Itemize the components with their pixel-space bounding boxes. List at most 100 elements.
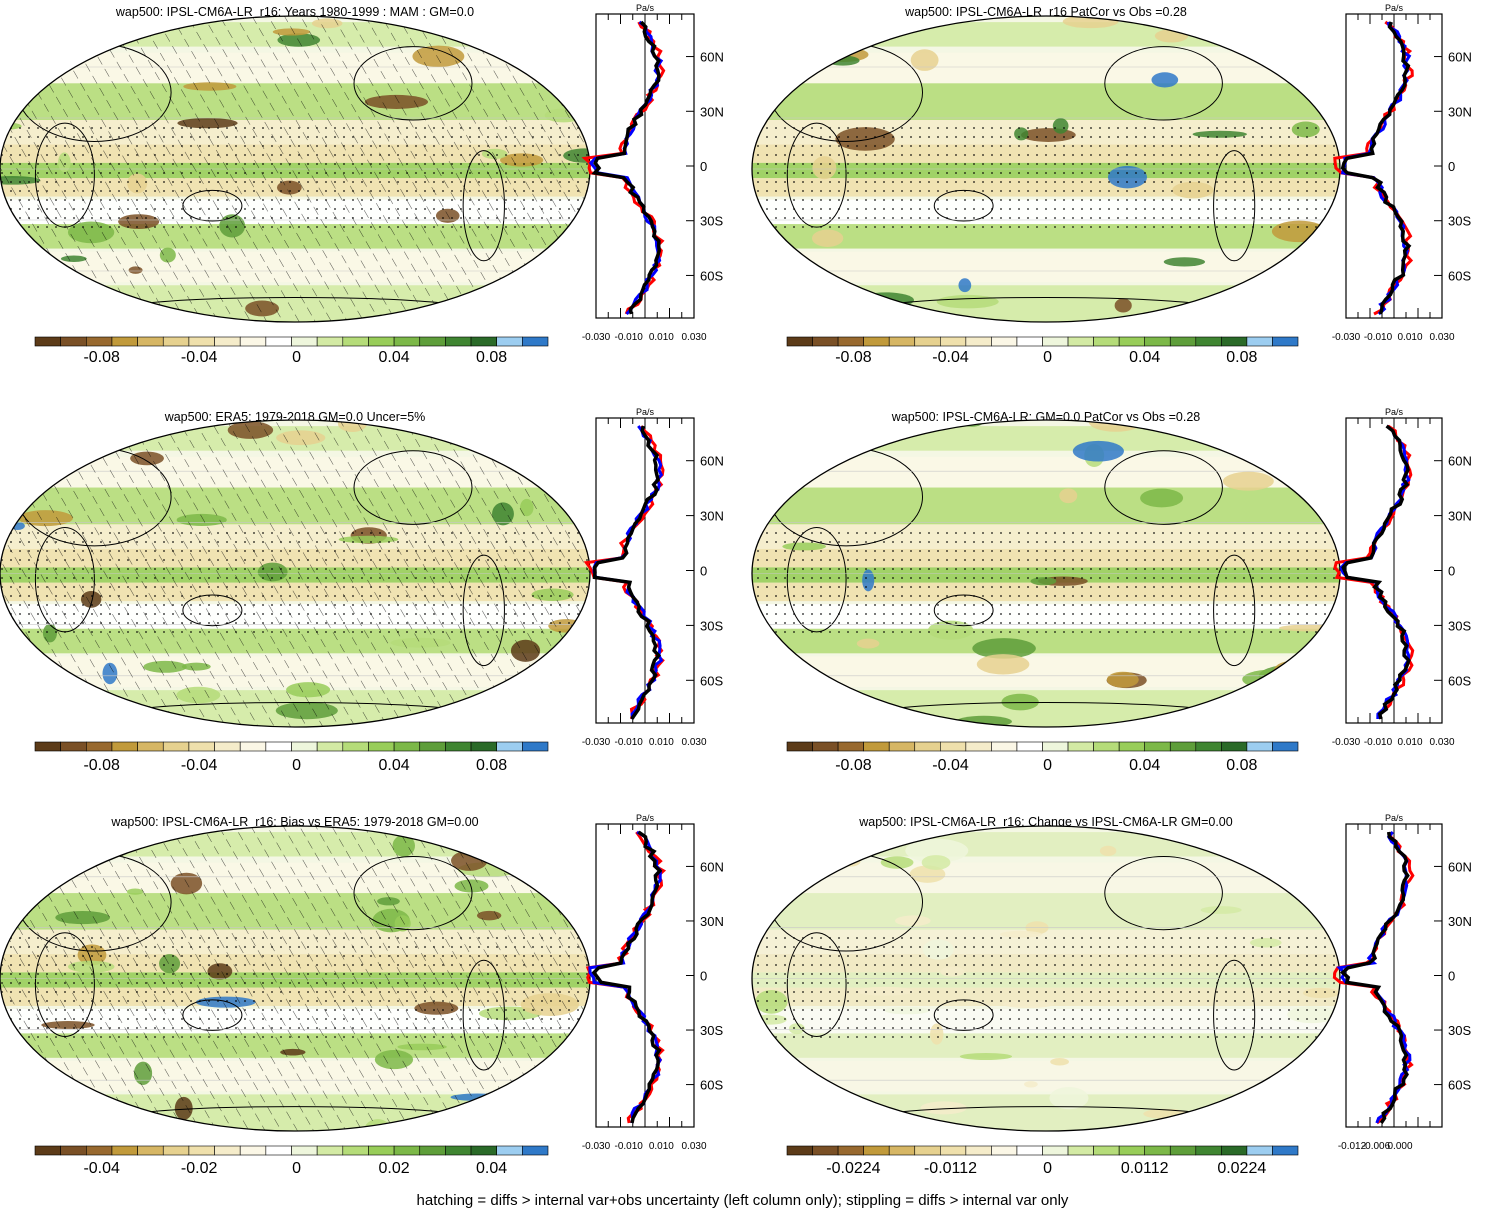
- panel-title: wap500: IPSL-CM6A-LR: GM=0.0 PatCor vs O…: [891, 410, 1201, 424]
- profile-x-label: 0.030: [1429, 737, 1454, 748]
- profile-unit: Pa/s: [1385, 3, 1404, 13]
- profile-x-label: 0.000: [1387, 1141, 1412, 1152]
- colorbar-label: -0.08: [83, 757, 120, 774]
- colorbar-label: 0.0112: [1121, 1160, 1169, 1177]
- profile-x-label: 0.010: [649, 332, 674, 343]
- footer-caption: hatching = diffs > internal var+obs unce…: [416, 1192, 1069, 1209]
- map-outline: [0, 825, 591, 1132]
- colorbar-label: 0.08: [476, 349, 507, 366]
- colorbar-label: -0.04: [181, 349, 218, 366]
- colorbar-label: -0.08: [835, 349, 872, 366]
- lat-label: 60N: [1448, 50, 1472, 65]
- profile-line-black: [591, 20, 661, 315]
- profile-x-label: -0.012: [1338, 1141, 1367, 1152]
- map-field: [752, 420, 1340, 727]
- colorbar-label: -0.02: [181, 1160, 218, 1177]
- lat-label: 30N: [700, 509, 724, 524]
- profile-x-label: 0.010: [1397, 737, 1422, 748]
- colorbar-label: -0.0112: [924, 1160, 977, 1177]
- profile-unit: Pa/s: [1385, 813, 1404, 823]
- lat-label: 30N: [700, 914, 724, 929]
- map-field: [0, 16, 590, 322]
- profile-x-label: -0.010: [614, 1141, 643, 1152]
- profile-x-label: -0.030: [582, 1141, 611, 1152]
- colorbar-label: -0.04: [932, 757, 969, 774]
- colorbar-label: 0.04: [1129, 349, 1160, 366]
- colorbar-label: -0.08: [835, 757, 872, 774]
- profile-line-black: [1341, 424, 1411, 720]
- colorbar-label: 0.02: [379, 1160, 410, 1177]
- lat-label: 0: [700, 564, 707, 579]
- colorbar-label: 0.0224: [1217, 1160, 1266, 1177]
- profile-x-label: -0.030: [1332, 737, 1361, 748]
- colorbar: -0.08 -0.04 0 0.04 0.08: [786, 336, 1299, 366]
- lat-label: 0: [1448, 564, 1455, 579]
- lat-label: 30S: [1448, 214, 1471, 229]
- lat-label: 0: [700, 969, 707, 984]
- profile-x-label: -0.010: [614, 737, 643, 748]
- lat-label: 30N: [700, 104, 724, 119]
- profile-line-red: [1332, 831, 1415, 1125]
- lat-label: 60N: [700, 50, 724, 65]
- profile-x-label: 0.030: [681, 332, 706, 343]
- lat-label: 60N: [1448, 859, 1472, 874]
- profile-line-blue: [592, 425, 664, 720]
- profile-x-label: -0.010: [1364, 737, 1393, 748]
- lat-label: 60N: [700, 454, 724, 469]
- profile-line-black: [1340, 831, 1410, 1124]
- profile-line-blue: [1340, 21, 1412, 316]
- panel-2: wap500: IPSL-CM6A-LR_r16 PatCor vs Obs =…: [751, 3, 1472, 366]
- profile-line-black: [1340, 21, 1412, 315]
- profile-line-red: [1333, 20, 1414, 316]
- lat-label: 0: [1448, 159, 1455, 174]
- profile-line-black: [591, 830, 663, 1124]
- profile-x-label: -0.030: [582, 737, 611, 748]
- lat-label: 60S: [700, 268, 723, 283]
- lat-label: 60N: [1448, 454, 1472, 469]
- colorbar-label: 0.04: [1129, 757, 1160, 774]
- panel-title: wap500: IPSL-CM6A-LR_r16: Years 1980-199…: [115, 5, 474, 19]
- colorbar-label: 0: [1043, 757, 1052, 774]
- colorbar-label: 0.04: [379, 349, 410, 366]
- colorbar-label: -0.08: [83, 349, 120, 366]
- colorbar-label: 0: [292, 349, 301, 366]
- panel-title: wap500: IPSL-CM6A-LR_r16 PatCor vs Obs =…: [904, 5, 1187, 19]
- lat-label: 30S: [1448, 1023, 1471, 1038]
- profile-unit: Pa/s: [636, 813, 655, 823]
- zonal-profile: Pa/s -0.030 -0.010 0.010 0.030 60N 30N 0 30S 60S: [1332, 3, 1472, 343]
- profile-line-blue: [1336, 831, 1412, 1124]
- zonal-profile: Pa/s -0.030 -0.010 0.010 0.030 60N 30N 0 30S 60S: [582, 407, 724, 748]
- profile-line-red: [581, 21, 666, 315]
- zonal-profile: Pa/s -0.030 -0.010 0.010 0.030 60N 30N 0 30S 60S: [582, 813, 724, 1152]
- colorbar-label: 0.08: [1226, 349, 1257, 366]
- profile-x-label: 0.010: [1397, 332, 1422, 343]
- panel-5: wap500: IPSL-CM6A-LR_r16: Bias vs ERA5: …: [0, 813, 724, 1177]
- lat-label: 30S: [1448, 618, 1471, 633]
- lat-label: 30N: [1448, 104, 1472, 119]
- lat-label: 30N: [1448, 509, 1472, 524]
- colorbar-label: 0: [1043, 349, 1052, 366]
- profile-x-label: -0.030: [582, 332, 611, 343]
- lat-label: 60S: [700, 673, 723, 688]
- map-field: [752, 826, 1340, 1131]
- lat-label: 30S: [700, 618, 723, 633]
- colorbar-label: 0: [292, 757, 301, 774]
- colorbar: -0.08 -0.04 0 0.04 0.08: [34, 336, 549, 366]
- zonal-profile: Pa/s -0.030 -0.010 0.010 0.030 60N 30N 0 30S 60S: [581, 3, 724, 343]
- colorbar: -0.0224 -0.0112 0 0.0112 0.0224: [786, 1145, 1299, 1177]
- map-field: [0, 420, 590, 727]
- colorbar-label: -0.04: [181, 757, 218, 774]
- map-outline: [751, 825, 1341, 1132]
- colorbar: -0.08 -0.04 0 0.04 0.08: [34, 741, 549, 774]
- colorbar-label: 0.08: [1226, 757, 1257, 774]
- panel-3: wap500: ERA5: 1979-2018 GM=0.0 Uncer=5% -…: [0, 407, 724, 774]
- panel-4: wap500: IPSL-CM6A-LR: GM=0.0 PatCor vs O…: [751, 407, 1472, 774]
- map-outline: [751, 15, 1341, 323]
- colorbar-label: 0.08: [476, 757, 507, 774]
- lat-label: 30N: [1448, 914, 1472, 929]
- colorbar-label: -0.04: [932, 349, 969, 366]
- lat-label: 60S: [1448, 268, 1471, 283]
- profile-x-label: -0.006: [1362, 1141, 1391, 1152]
